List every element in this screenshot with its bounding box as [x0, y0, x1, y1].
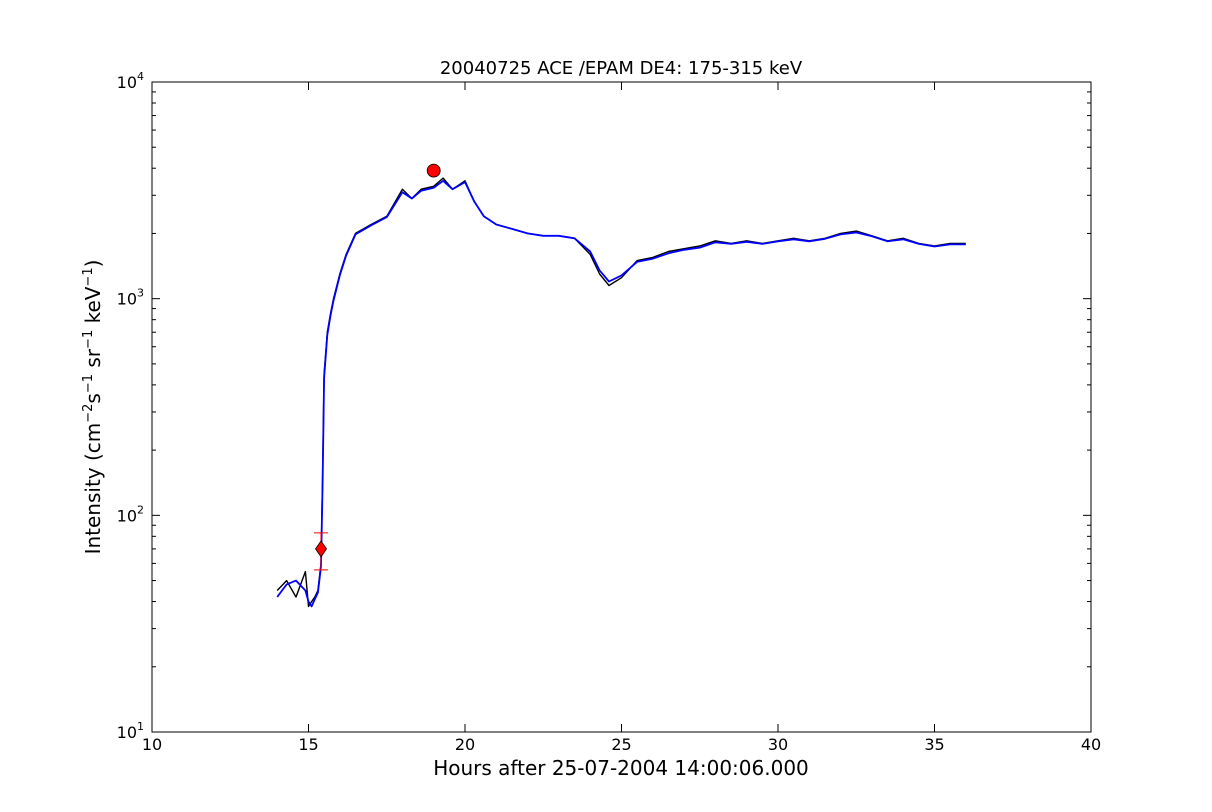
series-line-smoothed [276, 179, 966, 608]
y-tick-label: 104 [117, 70, 144, 92]
series-layer [276, 177, 966, 608]
chart-title: 20040725 ACE /EPAM DE4: 175-315 keV [440, 58, 803, 79]
marker-peak-circle [426, 163, 441, 178]
marker-onset-diamond [315, 540, 328, 558]
x-tick-label: 35 [924, 735, 944, 754]
x-axis-label: Hours after 25-07-2004 14:00:06.000 [433, 756, 809, 780]
x-tick-label: 40 [1081, 735, 1101, 754]
y-tick-label: 103 [117, 287, 144, 309]
x-tick-label: 30 [768, 735, 788, 754]
x-tick-label: 25 [611, 735, 631, 754]
y-tick-label: 101 [117, 720, 144, 742]
x-tick-label: 20 [455, 735, 475, 754]
y-axis-label: Intensity (cm−2s−1 sr−1 keV−1) [81, 260, 105, 555]
x-tick-label: 10 [142, 735, 162, 754]
x-tick-label: 15 [298, 735, 318, 754]
plot-area [151, 81, 1092, 733]
marker-layer [314, 163, 441, 571]
tick-layer: 10 15 20 25 30 35 40 101 102 103 104 [117, 70, 1102, 754]
y-tick-label: 102 [117, 503, 144, 525]
